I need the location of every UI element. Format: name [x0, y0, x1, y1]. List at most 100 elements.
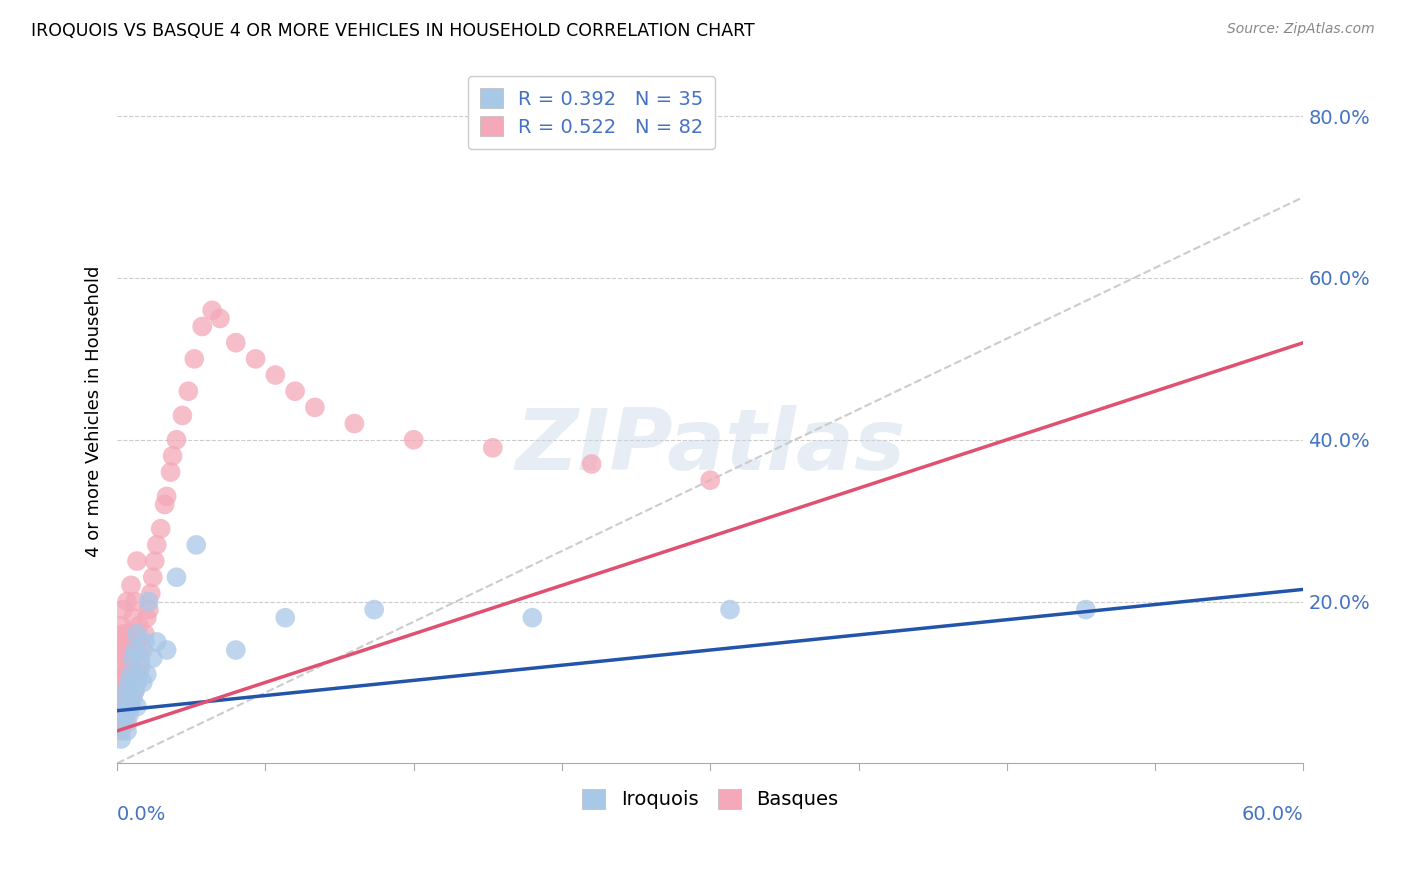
Point: [124, 643, 146, 657]
Point: [120, 667, 142, 681]
Point: [134, 635, 156, 649]
Point: [225, 335, 247, 350]
Point: [120, 691, 142, 706]
Point: [155, 643, 177, 657]
Point: [128, 667, 150, 681]
Point: [153, 498, 176, 512]
Point: [172, 409, 194, 423]
Point: [304, 401, 326, 415]
Point: [118, 675, 141, 690]
Point: [108, 691, 131, 706]
Point: [122, 683, 145, 698]
Point: [522, 610, 544, 624]
Point: [112, 659, 135, 673]
Point: [186, 538, 208, 552]
Point: [114, 667, 136, 681]
Point: [166, 433, 188, 447]
Point: [1074, 602, 1097, 616]
Point: [108, 699, 131, 714]
Point: [120, 667, 142, 681]
Point: [135, 667, 157, 681]
Y-axis label: 4 or more Vehicles in Household: 4 or more Vehicles in Household: [86, 266, 103, 558]
Point: [110, 723, 132, 738]
Point: [124, 594, 146, 608]
Point: [128, 619, 150, 633]
Legend: Iroquois, Basques: Iroquois, Basques: [574, 780, 846, 817]
Point: [129, 659, 152, 673]
Point: [112, 675, 135, 690]
Text: ZIPatlas: ZIPatlas: [515, 405, 905, 488]
Point: [115, 627, 138, 641]
Text: 60.0%: 60.0%: [1241, 805, 1303, 824]
Point: [122, 651, 145, 665]
Point: [128, 667, 150, 681]
Point: [177, 384, 200, 399]
Point: [118, 675, 141, 690]
Point: [142, 570, 165, 584]
Point: [115, 715, 138, 730]
Point: [115, 651, 138, 665]
Text: Source: ZipAtlas.com: Source: ZipAtlas.com: [1227, 22, 1375, 37]
Point: [132, 643, 155, 657]
Point: [132, 675, 155, 690]
Point: [125, 627, 148, 641]
Point: [114, 707, 136, 722]
Point: [115, 723, 138, 738]
Point: [135, 610, 157, 624]
Point: [108, 715, 131, 730]
Point: [581, 457, 603, 471]
Point: [149, 522, 172, 536]
Point: [124, 643, 146, 657]
Point: [145, 635, 167, 649]
Point: [143, 554, 166, 568]
Point: [343, 417, 366, 431]
Point: [124, 683, 146, 698]
Point: [245, 351, 267, 366]
Point: [115, 683, 138, 698]
Point: [125, 675, 148, 690]
Point: [183, 351, 205, 366]
Point: [402, 433, 425, 447]
Point: [115, 594, 138, 608]
Point: [145, 538, 167, 552]
Point: [699, 473, 721, 487]
Point: [159, 465, 181, 479]
Point: [124, 683, 146, 698]
Point: [284, 384, 307, 399]
Text: 0.0%: 0.0%: [117, 805, 166, 824]
Point: [112, 691, 135, 706]
Point: [115, 699, 138, 714]
Point: [134, 627, 156, 641]
Point: [115, 675, 138, 690]
Point: [122, 691, 145, 706]
Point: [110, 683, 132, 698]
Point: [363, 602, 385, 616]
Point: [718, 602, 741, 616]
Point: [122, 651, 145, 665]
Point: [129, 651, 152, 665]
Point: [139, 586, 162, 600]
Point: [118, 643, 141, 657]
Point: [112, 643, 135, 657]
Point: [112, 699, 135, 714]
Point: [118, 707, 141, 722]
Point: [225, 643, 247, 657]
Point: [114, 707, 136, 722]
Point: [110, 731, 132, 746]
Point: [110, 619, 132, 633]
Point: [166, 570, 188, 584]
Point: [114, 691, 136, 706]
Point: [114, 691, 136, 706]
Point: [125, 675, 148, 690]
Point: [138, 602, 160, 616]
Point: [110, 691, 132, 706]
Point: [191, 319, 214, 334]
Point: [120, 578, 142, 592]
Point: [125, 554, 148, 568]
Point: [110, 675, 132, 690]
Point: [274, 610, 297, 624]
Point: [115, 683, 138, 698]
Point: [162, 449, 184, 463]
Point: [112, 715, 135, 730]
Point: [114, 683, 136, 698]
